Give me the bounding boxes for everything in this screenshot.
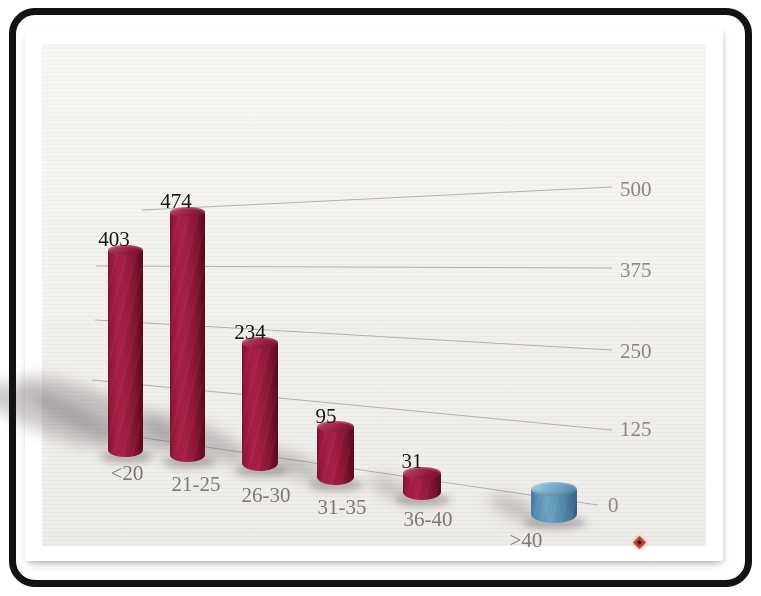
y-axis-tick-label: 250: [620, 339, 652, 363]
bar-cylinder-6: [531, 482, 577, 523]
bar-value-label: 234: [234, 320, 266, 344]
bar-category-label: <20: [110, 461, 144, 485]
cylinder-texture: [170, 212, 205, 462]
bar-category-label: 21-25: [171, 472, 221, 496]
y-axis-tick-label: 0: [608, 493, 619, 517]
bar-category-label: 36-40: [403, 507, 453, 531]
y-axis-tick-label: 125: [620, 417, 652, 441]
bar-cylinder-top: [403, 467, 441, 479]
y-axis-tick-label: 375: [620, 258, 652, 282]
bar-cylinder-3: [242, 337, 278, 471]
y-axis-tick-label: 500: [620, 177, 652, 201]
bar-value-label: 31: [401, 449, 423, 473]
bar-cylinder-top: [531, 482, 577, 496]
bar-category-label: 26-30: [241, 483, 291, 507]
bar-category-label: 31-35: [317, 495, 367, 519]
slide-card: 403 474 234 95 31 <20 21-25 26-30 31-35 36-40 >40 5…: [0, 28, 723, 561]
bar-value-label: 474: [160, 189, 192, 213]
cylinder-texture: [317, 427, 354, 485]
bar-cylinder-top: [170, 207, 205, 217]
bar-cylinder-5: [403, 467, 441, 500]
bar-category-label: >40: [509, 528, 543, 552]
bar-value-label: 95: [315, 404, 337, 428]
chart-area: 403 474 234 95 31 <20 21-25 26-30 31-35 36-40 >40 5…: [0, 44, 706, 551]
bar-cylinder-top: [242, 337, 278, 348]
bar-cylinder-1: [108, 245, 143, 457]
bar-cylinder-top: [317, 421, 354, 432]
chart-background: 403 474 234 95 31 <20 21-25 26-30 31-35 36-40 >40 5…: [0, 44, 706, 551]
bar-cylinder-2: [170, 207, 205, 462]
cylinder-texture: [242, 343, 278, 471]
cylinder-texture: [108, 250, 143, 457]
bar-cylinder-4: [317, 421, 354, 485]
bar-value-label: 403: [98, 227, 130, 251]
gridline-500: [141, 186, 613, 211]
bar-cylinder-top: [108, 245, 143, 255]
